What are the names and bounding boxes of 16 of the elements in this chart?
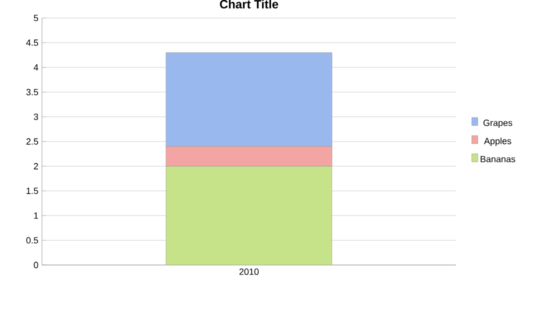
y-tick-label: 4.5 [26,40,38,46]
y-tick-label: 1.5 [26,188,38,194]
x-tick-label: 2010 [239,268,259,275]
y-tick-label: 1 [34,212,38,219]
legend-label: Bananas [480,156,516,162]
y-tick-label: 5 [34,14,38,22]
y-tick-label: 3.5 [26,88,38,96]
y-tick-label: 0 [34,262,38,268]
legend-label: Apples [484,138,512,146]
y-tick-label: 2 [34,163,38,170]
legend-label: Grapes [483,120,512,128]
y-tick-label: 3 [34,114,38,120]
y-tick-label: 2.5 [26,138,38,145]
y-tick-label: 4 [34,64,38,70]
chart-title: Chart Title [220,0,278,8]
y-tick-label: 0.5 [26,237,38,244]
